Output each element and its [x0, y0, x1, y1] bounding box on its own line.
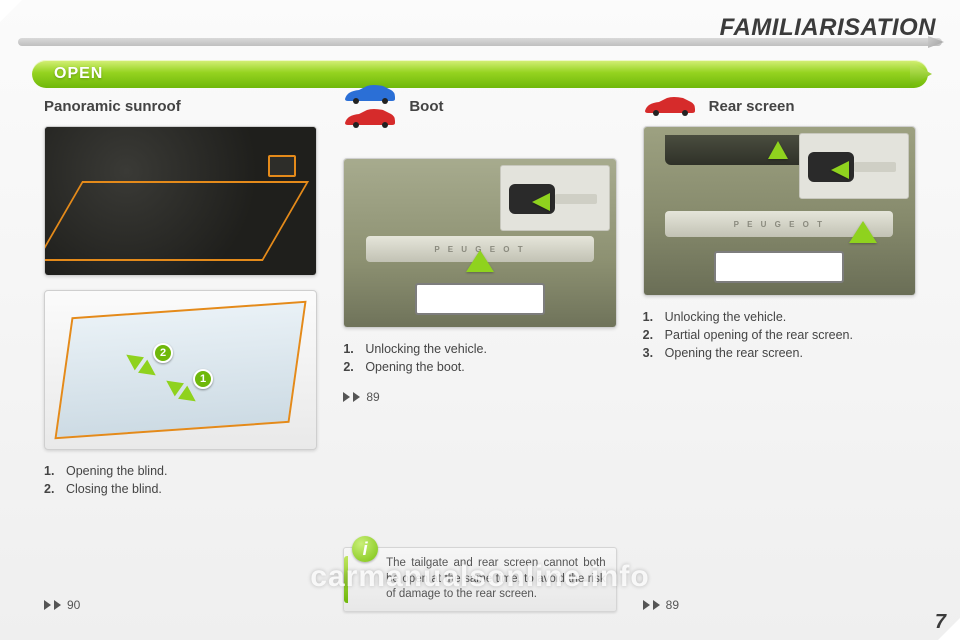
heading-rear: Rear screen: [709, 98, 795, 115]
xref-sunroof: 90: [44, 598, 80, 612]
col-sunroof: Panoramic sunroof 2 1 1.Opening the blin…: [44, 96, 317, 612]
info-icon: i: [352, 536, 378, 562]
xref-rear: 89: [643, 598, 679, 612]
page-number: 7: [935, 611, 946, 634]
car-badges-rear: [643, 95, 699, 117]
manual-page: FAMILIARISATION OPEN Panoramic sunroof 2…: [0, 0, 960, 640]
license-plate: [415, 283, 545, 315]
info-note: i The tailgate and rear screen cannot bo…: [343, 547, 616, 612]
sunroof-frame: [54, 301, 306, 439]
step-num: 2.: [44, 480, 66, 498]
steps-boot: 1.Unlocking the vehicle. 2.Opening the b…: [343, 340, 616, 376]
step: 2.Closing the blind.: [44, 480, 317, 498]
step-text: Opening the blind.: [66, 462, 167, 480]
note-text: The tailgate and rear screen cannot both…: [386, 556, 606, 603]
heading-boot-row: Boot: [343, 96, 616, 116]
step: 2.Partial opening of the rear screen.: [643, 326, 916, 344]
step: 1.Unlocking the vehicle.: [643, 308, 916, 326]
arrow-rear-screen-up: [768, 141, 788, 159]
heading-sunroof: Panoramic sunroof: [44, 96, 317, 116]
steps-rear: 1.Unlocking the vehicle. 2.Partial openi…: [643, 308, 916, 362]
col-boot: Boot P E U G E O T 1.Unlocking the vehic…: [343, 96, 616, 612]
steps-sunroof: 1.Opening the blind. 2.Closing the blind…: [44, 462, 317, 498]
marker-2: 2: [153, 343, 173, 363]
step-num: 2.: [343, 358, 365, 376]
step-text: Partial opening of the rear screen.: [665, 326, 853, 344]
xref-arrow-icon: [353, 392, 360, 402]
xref-arrow-icon: [44, 600, 51, 610]
section-title-bar: OPEN: [32, 60, 928, 88]
note-accent-bar: [344, 556, 348, 603]
illus-boot: P E U G E O T: [343, 158, 616, 328]
key-inset: [799, 133, 909, 199]
step-num: 2.: [643, 326, 665, 344]
step: 1.Opening the blind.: [44, 462, 317, 480]
xref-page: 89: [666, 598, 679, 612]
xref-arrow-icon: [643, 600, 650, 610]
car-icon-blue: [343, 83, 397, 105]
illus-sunroof-glass: 2 1: [44, 290, 317, 450]
illus-rear-screen: P E U G E O T: [643, 126, 916, 296]
step-num: 3.: [643, 344, 665, 362]
key-arrow-icon: [831, 161, 849, 179]
car-badges-boot: [343, 83, 399, 129]
top-divider-stripe: [18, 38, 942, 46]
xref-page: 90: [67, 598, 80, 612]
key-inset: [500, 165, 610, 231]
illus-sunroof-interior: [44, 126, 317, 276]
xref-page: 89: [366, 390, 379, 404]
arrow-open-boot: [466, 250, 494, 272]
step-text: Unlocking the vehicle.: [665, 308, 787, 326]
content-columns: Panoramic sunroof 2 1 1.Opening the blin…: [44, 96, 916, 612]
col-rear: Rear screen P E U G E O T 1.Unlocking th…: [643, 96, 916, 612]
step-text: Opening the rear screen.: [665, 344, 803, 362]
step: 3.Opening the rear screen.: [643, 344, 916, 362]
highlight-outline: [44, 181, 309, 261]
xref-arrow-icon: [343, 392, 350, 402]
car-icon-red: [643, 95, 697, 117]
xref-arrow-icon: [54, 600, 61, 610]
step-text: Opening the boot.: [365, 358, 464, 376]
step-num: 1.: [44, 462, 66, 480]
step-text: Unlocking the vehicle.: [365, 340, 487, 358]
car-icon-red: [343, 107, 397, 129]
step-text: Closing the blind.: [66, 480, 162, 498]
heading-rear-row: Rear screen: [643, 96, 916, 116]
xref-arrow-icon: [653, 600, 660, 610]
license-plate: [714, 251, 844, 283]
step-num: 1.: [343, 340, 365, 358]
corner-cut-top-left: [0, 0, 22, 22]
section-title: OPEN: [32, 65, 103, 83]
step-num: 1.: [643, 308, 665, 326]
xref-boot: 89: [343, 390, 616, 404]
marker-1: 1: [193, 369, 213, 389]
step: 2.Opening the boot.: [343, 358, 616, 376]
sunroof-switch-highlight: [268, 155, 296, 177]
key-arrow-icon: [532, 193, 550, 211]
interior-photo: [45, 127, 316, 275]
heading-boot: Boot: [409, 98, 443, 115]
step: 1.Unlocking the vehicle.: [343, 340, 616, 358]
arrow-rear-open: [849, 221, 877, 243]
